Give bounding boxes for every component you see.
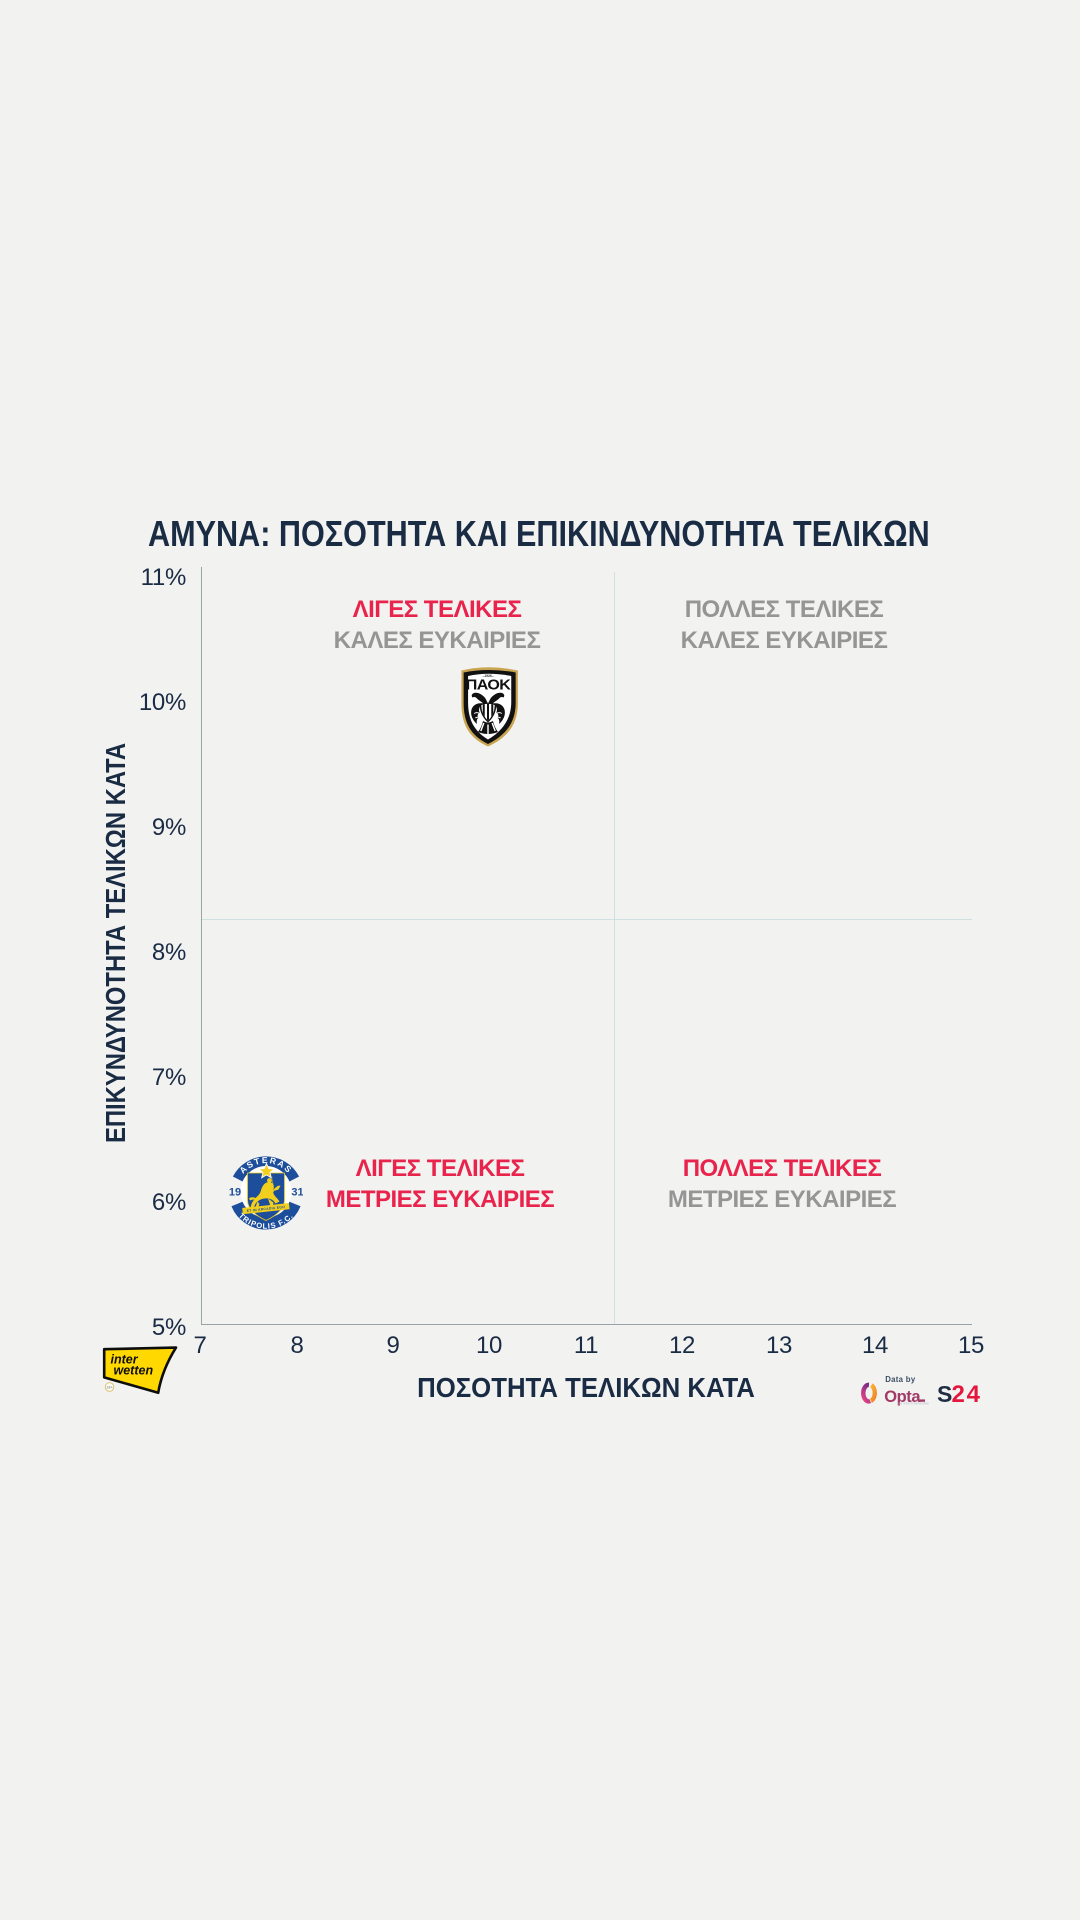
svg-text:BY STATS PERFORM: BY STATS PERFORM bbox=[899, 1402, 930, 1406]
svg-text:ΠΑΟΚ: ΠΑΟΚ bbox=[466, 677, 511, 693]
svg-text:31: 31 bbox=[291, 1187, 303, 1199]
svg-text:wetten: wetten bbox=[114, 1364, 154, 1378]
svg-text:–1926–: –1926– bbox=[482, 674, 493, 678]
svg-text:19: 19 bbox=[229, 1187, 241, 1199]
svg-text:24: 24 bbox=[952, 1381, 982, 1408]
svg-text:S: S bbox=[937, 1381, 952, 1407]
svg-text:ET IN ARCADIA EGO: ET IN ARCADIA EGO bbox=[247, 1205, 286, 1213]
svg-text:Data by: Data by bbox=[885, 1375, 916, 1384]
svg-text:18+: 18+ bbox=[106, 1386, 113, 1390]
svg-text:Opta: Opta bbox=[884, 1388, 921, 1406]
svg-text:inter: inter bbox=[111, 1353, 139, 1367]
